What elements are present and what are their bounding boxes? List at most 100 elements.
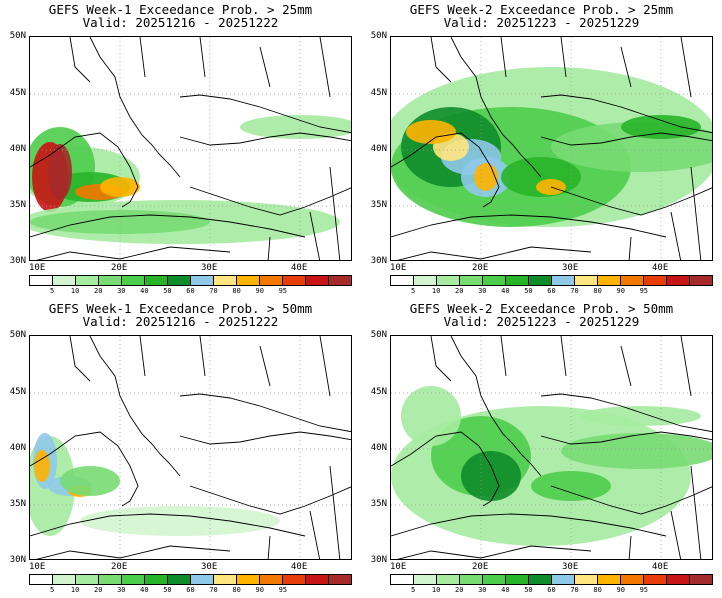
- coastline-border: [69, 37, 331, 98]
- latitude-label: 50N: [370, 330, 387, 340]
- coastline-border: [179, 132, 351, 146]
- coastline-border: [267, 166, 341, 260]
- colorbar-swatch: [30, 575, 53, 584]
- latitude-label: 45N: [9, 387, 26, 397]
- colorbar-swatch: [621, 276, 644, 285]
- coastline-border: [30, 513, 306, 537]
- panel-title: GEFS Week-2 Exceedance Prob. > 25mm: [409, 2, 674, 17]
- probability-shading: [60, 466, 120, 496]
- colorbar-swatch: [391, 276, 414, 285]
- coastline-border: [550, 186, 712, 216]
- coastline-border: [397, 545, 592, 559]
- probability-shading: [406, 120, 456, 144]
- colorbar-swatch: [283, 575, 306, 584]
- probability-shading: [100, 177, 140, 197]
- probability-shading: [461, 451, 521, 501]
- coastline-border: [391, 132, 500, 208]
- colorbar-tick-label: 60: [186, 586, 195, 594]
- colorbar-swatch: [506, 276, 529, 285]
- coastline-border: [179, 393, 351, 433]
- coastline-border: [540, 393, 712, 433]
- colorbar-tick-label: 20: [454, 586, 464, 594]
- colorbar-swatch: [598, 276, 621, 285]
- colorbar-swatch: [122, 276, 145, 285]
- latitude-label: 45N: [370, 387, 387, 397]
- colorbar-swatch: [122, 575, 145, 584]
- map-panel: GEFS Week-2 Exceedance Prob. > 25mm Valid…: [361, 0, 722, 299]
- colorbar-tick-label: 30: [117, 586, 126, 594]
- probability-shading: [581, 406, 701, 426]
- colorbar-swatch: [145, 276, 168, 285]
- latitude-label: 35N: [370, 499, 387, 509]
- latitude-label: 35N: [370, 200, 387, 210]
- colorbar-tick-label: 70: [209, 586, 218, 594]
- colorbar-swatch: [283, 276, 306, 285]
- colorbar-tick-label: 20: [454, 287, 464, 295]
- latitude-label: 40N: [9, 443, 26, 453]
- coastline-border: [179, 94, 351, 134]
- coastline-border: [36, 246, 231, 260]
- colorbar-tick-label: 40: [501, 287, 510, 295]
- colorbar-tick-label: 80: [593, 586, 602, 594]
- colorbar-tick-label: 95: [639, 586, 648, 594]
- coastline-border: [391, 513, 667, 537]
- colorbar-swatch: [483, 575, 506, 584]
- panel-valid-dates: Valid: 20251216 - 20251222: [82, 15, 279, 30]
- latitude-label: 35N: [9, 200, 26, 210]
- colorbar-swatch: [483, 276, 506, 285]
- coastline-border: [30, 132, 139, 208]
- colorbar-swatch: [460, 575, 483, 584]
- colorbar-swatch: [552, 575, 575, 584]
- probability-map: [390, 335, 713, 560]
- longitude-label: 10E: [390, 562, 407, 572]
- map-panel: GEFS Week-1 Exceedance Prob. > 25mm Valid…: [0, 0, 361, 299]
- colorbar-swatch: [667, 276, 690, 285]
- colorbar-swatch: [414, 276, 437, 285]
- coastline-border: [391, 431, 500, 507]
- panel-valid-dates: Valid: 20251223 - 20251229: [443, 15, 640, 30]
- coastline-border: [69, 336, 331, 397]
- colorbar-swatch: [145, 575, 168, 584]
- colorbar-swatch: [30, 276, 53, 285]
- coastline-border: [628, 166, 702, 260]
- colorbar-tick-label: 95: [278, 287, 287, 295]
- colorbar-tick-label: 10: [431, 586, 441, 594]
- colorbar-swatch: [460, 276, 483, 285]
- coastline-border: [540, 132, 712, 146]
- coastline-border: [540, 431, 712, 445]
- latitude-label: 50N: [370, 31, 387, 41]
- colorbar-swatch: [53, 276, 76, 285]
- map-panel: GEFS Week-1 Exceedance Prob. > 50mm Valid…: [0, 299, 361, 598]
- colorbar-swatch: [667, 575, 690, 584]
- colorbar-tick-label: 80: [593, 287, 602, 295]
- colorbar-tick-label: 5: [410, 287, 416, 295]
- colorbar-swatch: [529, 575, 552, 584]
- colorbar-tick-label: 95: [278, 586, 287, 594]
- map-panel: GEFS Week-2 Exceedance Prob. > 50mm Valid…: [361, 299, 722, 598]
- colorbar-tick-label: 20: [93, 586, 103, 594]
- panel-title: GEFS Week-1 Exceedance Prob. > 25mm: [48, 2, 313, 17]
- colorbar-swatch: [575, 575, 598, 584]
- colorbar: [29, 275, 352, 286]
- probability-shading: [34, 450, 50, 482]
- longitude-label: 30E: [562, 562, 579, 572]
- probability-shading: [80, 506, 280, 536]
- longitude-label: 40E: [652, 263, 669, 273]
- colorbar-tick-label: 60: [547, 287, 556, 295]
- panel-title: GEFS Week-1 Exceedance Prob. > 50mm: [48, 301, 313, 316]
- latitude-label: 30N: [9, 256, 26, 266]
- longitude-label: 30E: [201, 263, 218, 273]
- colorbar-swatch: [260, 276, 283, 285]
- latitude-label: 50N: [9, 330, 26, 340]
- coastline-border: [189, 186, 351, 216]
- colorbar-tick-label: 40: [140, 287, 149, 295]
- colorbar-swatch: [437, 276, 460, 285]
- latitude-label: 40N: [9, 144, 26, 154]
- longitude-label: 10E: [29, 263, 46, 273]
- colorbar-swatch: [53, 575, 76, 584]
- colorbar-tick-label: 60: [186, 287, 195, 295]
- coastline-border: [36, 545, 231, 559]
- coastline-border: [550, 485, 712, 515]
- coastline-border: [267, 465, 341, 559]
- colorbar-swatch: [437, 575, 460, 584]
